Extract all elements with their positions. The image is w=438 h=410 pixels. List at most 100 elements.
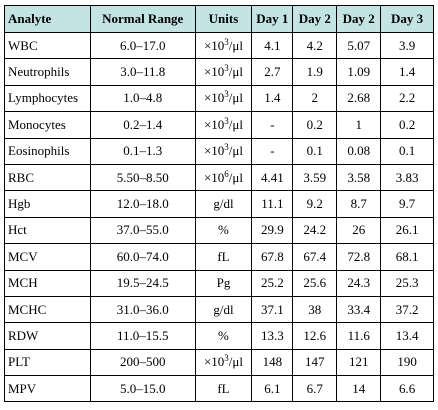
value-cell: 147	[292, 348, 338, 377]
units-rest: /μl	[228, 116, 243, 132]
value-cell: 6.1	[251, 375, 294, 403]
value-cell: 4.2	[292, 31, 338, 60]
value-cell: 1.4	[380, 58, 434, 86]
value-cell: 33.4	[336, 295, 382, 324]
units-cell: ×103/μl	[194, 58, 253, 86]
value-cell: 0.2	[380, 111, 434, 139]
table-row: MCV 60.0–74.0 fL 67.8 67.4 72.8 68.1	[4, 243, 434, 271]
analyte-cell: Lymphocytes	[4, 84, 91, 113]
value-cell: 11.0–15.5	[89, 322, 196, 350]
units-cell: ×103/μl	[194, 111, 253, 139]
value-cell: 37.2	[380, 295, 434, 324]
units-exponent: 3	[224, 89, 229, 100]
value-cell: 5.50–8.50	[89, 163, 196, 192]
units-exponent: 3	[224, 353, 229, 364]
value-cell: 67.8	[251, 243, 294, 271]
table-row: Neutrophils 3.0–11.8 ×103/μl 2.7 1.9 1.09 1.4	[4, 58, 434, 86]
units-cell: ×103/μl	[194, 348, 253, 377]
value-cell: 72.8	[336, 243, 382, 271]
value-cell: 11.1	[251, 190, 294, 218]
units-exponent: 6	[224, 168, 229, 179]
units-rest: /μl	[228, 143, 243, 159]
value-cell: 9.2	[292, 190, 338, 218]
value-cell: 0.1	[292, 137, 338, 165]
analyte-cell: RDW	[4, 322, 91, 350]
analyte-cell: Hgb	[4, 190, 91, 218]
table-row: WBC 6.0–17.0 ×103/μl 4.1 4.2 5.07 3.9	[4, 31, 434, 60]
units-exponent: 3	[224, 63, 229, 74]
value-cell: 2.2	[380, 84, 434, 113]
value-cell: 29.9	[251, 216, 294, 245]
value-cell: 3.9	[380, 31, 434, 60]
units-base: ×10	[203, 37, 225, 53]
analyte-cell: WBC	[4, 31, 91, 60]
table-row: Lymphocytes 1.0–4.8 ×103/μl 1.4 2 2.68 2.2	[4, 84, 434, 113]
value-cell: 148	[251, 348, 294, 377]
header-cell: Day 2	[292, 5, 338, 33]
analyte-cell: MCV	[4, 243, 91, 271]
value-cell: 0.2–1.4	[89, 111, 196, 139]
table-row: RDW 11.0–15.5% 13.3 12.6 11.6 13.4	[4, 322, 434, 350]
units-cell: ×103/μl	[194, 137, 253, 165]
value-cell: 1.09	[336, 58, 382, 86]
value-cell: 9.7	[380, 190, 434, 218]
value-cell: 37.0–55.0	[89, 216, 196, 245]
units-base: ×10	[203, 116, 225, 132]
units-cell: ×106/μl	[194, 163, 253, 192]
value-cell: 37.1	[251, 295, 294, 324]
value-cell: 60.0–74.0	[89, 243, 196, 271]
analyte-cell: PLT	[4, 348, 91, 377]
value-cell: 3.0–11.8	[89, 58, 196, 86]
analyte-cell: Monocytes	[4, 111, 91, 139]
value-cell: 3.83	[380, 163, 434, 192]
value-cell: 5.07	[336, 31, 382, 60]
analyte-cell: MPV	[4, 375, 91, 403]
value-cell: Pg	[194, 269, 253, 297]
value-cell: 6.7	[292, 375, 338, 403]
table-body: WBC 6.0–17.0 ×103/μl 4.1 4.2 5.07 3.9 Neutrophi…	[4, 31, 434, 403]
analyte-cell: MCH	[4, 269, 91, 297]
table-row: Hgb 12.0–18.0 g/dl 11.1 9.2 8.7 9.7	[4, 190, 434, 218]
value-cell: 13.3	[251, 322, 294, 350]
value-cell: 67.4	[292, 243, 338, 271]
value-cell: 6.0–17.0	[89, 31, 196, 60]
value-cell: 38	[292, 295, 338, 324]
value-cell: 0.2	[292, 111, 338, 139]
units-rest: /μl	[228, 90, 243, 106]
header-cell: Units	[194, 5, 253, 33]
value-cell: 25.2	[251, 269, 294, 297]
units-base: ×10	[203, 169, 225, 185]
units-exponent: 3	[224, 115, 229, 126]
value-cell: 26.1	[380, 216, 434, 245]
value-cell: 19.5–24.5	[89, 269, 196, 297]
value-cell: 0.1–1.3	[89, 137, 196, 165]
value-cell: 4.1	[251, 31, 294, 60]
value-cell: 2.68	[336, 84, 382, 113]
value-cell: 25.3	[380, 269, 434, 297]
value-cell: 3.59	[292, 163, 338, 192]
units-rest: /μl	[228, 37, 243, 53]
header-cell: Day 3	[380, 5, 434, 33]
table-row: Monocytes 0.2–1.4 ×103/μl -0.2 1 0.2	[4, 111, 434, 139]
table-row: PLT 200–500 ×103/μl 148 147 121 190	[4, 348, 434, 377]
header-cell: Day 2	[336, 5, 382, 33]
analyte-cell: Neutrophils	[4, 58, 91, 86]
value-cell: 12.0–18.0	[89, 190, 196, 218]
units-rest: /μl	[228, 64, 243, 80]
units-base: ×10	[203, 64, 225, 80]
table-row: MCHC 31.0–36.0 g/dl 37.1 38 33.4 37.2	[4, 295, 434, 324]
value-cell: %	[194, 216, 253, 245]
value-cell: 6.6	[380, 375, 434, 403]
units-exponent: 3	[224, 36, 229, 47]
value-cell: 26	[336, 216, 382, 245]
units-rest: /μl	[228, 169, 243, 185]
value-cell: 24.3	[336, 269, 382, 297]
table-row: Hct 37.0–55.0% 29.9 24.2 26 26.1	[4, 216, 434, 245]
value-cell: 2	[292, 84, 338, 113]
value-cell: 1.9	[292, 58, 338, 86]
units-cell: ×103/μl	[194, 84, 253, 113]
value-cell: 8.7	[336, 190, 382, 218]
